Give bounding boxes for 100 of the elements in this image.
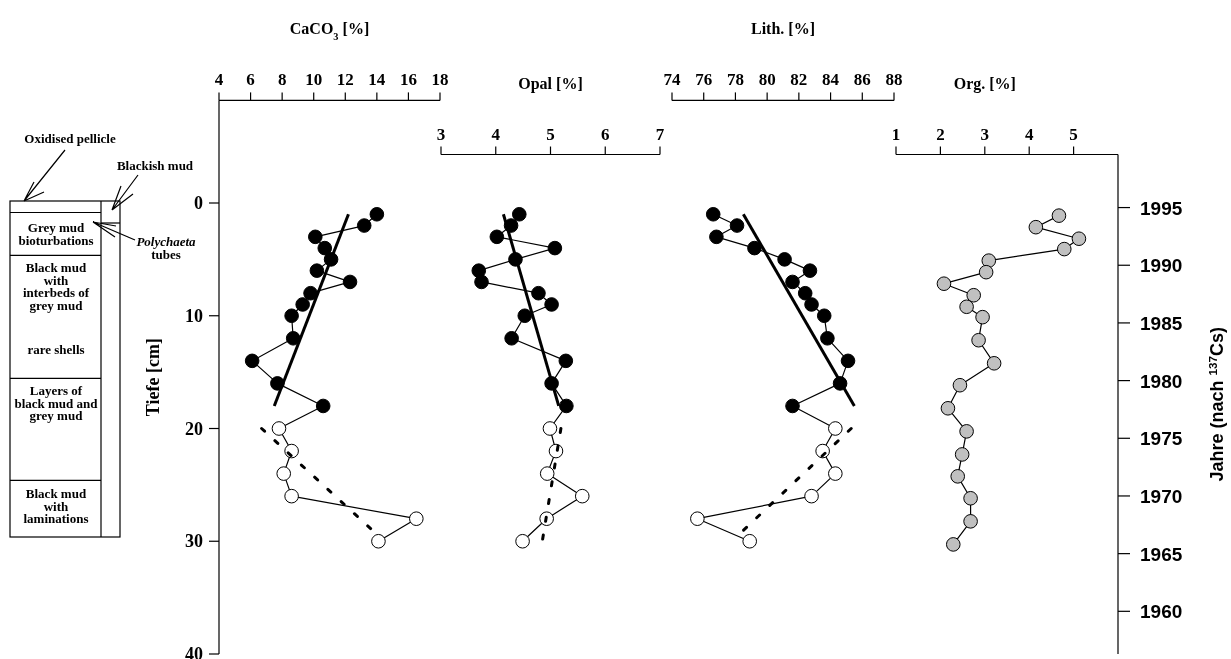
point: [747, 240, 762, 256]
point: [515, 533, 530, 549]
y2-tick-label: 1985: [1140, 312, 1183, 334]
point: [539, 466, 555, 481]
x-tick-label: 5: [546, 124, 555, 144]
x-tick-label: 2: [936, 124, 945, 144]
point: [317, 240, 333, 256]
y-tick-label: 30: [185, 531, 203, 552]
text: Oxidised pellicle: [24, 131, 116, 146]
x-axis-title: CaCO$_{3}$ [%]: [289, 20, 370, 42]
point: [547, 240, 563, 256]
x-tick-label: 12: [336, 70, 354, 90]
point: [244, 353, 260, 369]
text: Grey mud bioturbations: [18, 220, 94, 248]
point: [816, 308, 832, 324]
point: [940, 400, 956, 416]
y2-tick-label: 1975: [1140, 428, 1183, 450]
x-tick-label: 78: [726, 70, 744, 90]
x-tick-label: 3: [436, 124, 446, 144]
point: [709, 229, 724, 245]
y-tick-label: 10: [185, 305, 203, 326]
x-tick-label: 84: [822, 70, 840, 90]
x-tick-label: 6: [601, 124, 610, 144]
point: [828, 421, 843, 436]
point: [544, 297, 559, 312]
x-tick-label: 80: [758, 70, 776, 90]
y-tick-label: 0: [194, 193, 203, 213]
point: [742, 533, 757, 549]
point: [284, 488, 299, 504]
point: [777, 252, 792, 267]
point: [1071, 231, 1087, 247]
x-tick-label: 4: [1024, 124, 1034, 144]
point: [356, 218, 372, 233]
point: [959, 424, 974, 439]
text: Blackish mud: [116, 158, 194, 173]
point: [489, 229, 505, 245]
point: [959, 299, 974, 315]
x-axis-title: Opal [%]: [518, 74, 583, 93]
text: Black mud with interbeds of grey mud: [22, 260, 90, 313]
point: [945, 537, 961, 552]
point: [531, 285, 546, 301]
point: [542, 421, 558, 436]
point: [295, 297, 310, 312]
point: [828, 466, 843, 481]
point: [802, 263, 818, 278]
point: [950, 469, 966, 484]
x-tick-label: 4: [491, 124, 501, 144]
point: [936, 276, 952, 291]
x-tick-label: 86: [853, 70, 871, 90]
x-tick-label: 3: [980, 124, 990, 144]
point: [954, 447, 970, 462]
point: [369, 206, 385, 222]
point: [975, 309, 990, 325]
point: [963, 490, 978, 506]
point: [504, 331, 519, 346]
point: [276, 466, 292, 481]
point: [315, 398, 331, 414]
x-tick-label: 10: [305, 70, 323, 90]
x-tick-label: 82: [790, 70, 808, 90]
point: [474, 274, 489, 290]
x-tick-label: 14: [368, 70, 386, 90]
point: [981, 253, 997, 268]
point: [986, 356, 1002, 371]
point: [371, 533, 386, 549]
x-tick-label: 7: [655, 124, 665, 144]
x-tick-label: 88: [885, 70, 903, 90]
point: [729, 218, 745, 233]
point: [409, 511, 424, 526]
x-tick-label: 6: [246, 70, 255, 90]
point: [952, 377, 968, 393]
point: [797, 285, 813, 301]
point: [271, 421, 287, 436]
point: [517, 308, 533, 324]
y2-tick-label: 1960: [1140, 601, 1183, 623]
point: [705, 206, 721, 222]
point: [1028, 219, 1044, 235]
point: [342, 274, 358, 290]
point: [978, 264, 994, 280]
point: [284, 308, 299, 324]
y-tick-label: 20: [185, 418, 203, 439]
point: [963, 514, 978, 529]
x-tick-label: 4: [214, 70, 224, 90]
x-tick-label: 5: [1069, 124, 1078, 144]
y2-tick-label: 1970: [1140, 485, 1183, 507]
point: [309, 263, 325, 278]
text: Layers of black mud and grey mud: [14, 383, 99, 423]
x-tick-label: 16: [399, 70, 417, 90]
y2-tick-label: 1990: [1140, 255, 1183, 277]
point: [307, 229, 323, 245]
y2-tick-label: 1980: [1140, 370, 1183, 392]
point: [971, 332, 986, 348]
x-tick-label: 1: [891, 124, 901, 144]
point: [1056, 241, 1072, 257]
x-tick-label: 76: [695, 70, 713, 90]
x-tick-label: 74: [663, 70, 681, 90]
x-tick-label: 18: [431, 70, 449, 90]
point: [966, 287, 981, 303]
point: [574, 488, 590, 504]
text: Black mud with laminations: [23, 486, 89, 526]
point: [511, 206, 527, 222]
